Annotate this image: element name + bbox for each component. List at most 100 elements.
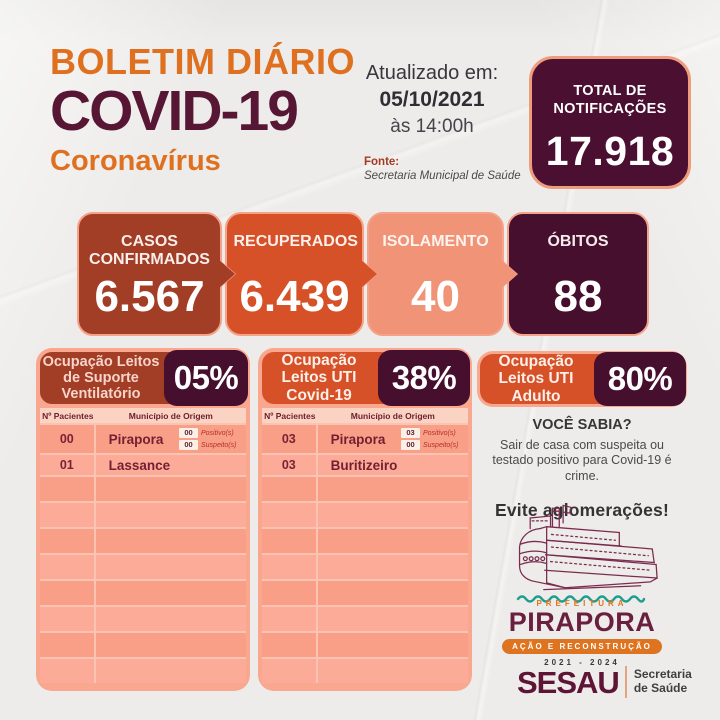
stat-value: 40 xyxy=(411,272,460,321)
stat-card-obitos: ÓBITOS 88 xyxy=(507,212,649,336)
case-breakdown: 03 Positivo(s) 00 Suspeito(s) xyxy=(401,428,463,452)
suspeitos-label: Suspeito(s) xyxy=(201,441,237,449)
covid-title: COVID-19 xyxy=(50,79,299,143)
table-row-empty xyxy=(40,579,246,605)
stat-value: 6.567 xyxy=(94,272,205,321)
panel-header: Ocupação Leitos UTI Adulto 80% xyxy=(480,352,686,406)
panel-uti-covid: Ocupação Leitos UTI Covid-19 38% Nº Paci… xyxy=(258,348,472,691)
total-notifications-card: TOTAL DE NOTIFICAÇÕES 17.918 xyxy=(529,56,691,189)
case-breakdown: 00 Positivo(s) 00 Suspeito(s) xyxy=(179,428,241,452)
panel-title: Ocupação Leitos de Suporte Ventilatório xyxy=(42,353,160,403)
suspeitos-count: 00 xyxy=(179,440,198,450)
did-you-know-text: Sair de casa com suspeita ou testado pos… xyxy=(477,438,687,484)
source-label: Fonte: xyxy=(364,156,400,168)
sesau-subtitle-line2: de Saúde xyxy=(633,681,688,695)
table-header: Nº Pacientes Município de Origem xyxy=(40,408,246,423)
occupancy-percent-badge: 38% xyxy=(378,350,470,406)
updated-date: 05/10/2021 xyxy=(379,88,485,111)
positivos-count: 00 xyxy=(179,428,198,438)
stat-label: ÓBITOS xyxy=(547,233,609,250)
avoid-crowds-warning: Evite aglomerações! xyxy=(494,499,669,520)
updated-time: às 14:00h xyxy=(390,116,474,137)
did-you-know-line1: Sair de casa com suspeita ou xyxy=(500,438,664,452)
col-header-pacientes: Nº Pacientes xyxy=(264,410,316,421)
col-header-municipio: Município de Origem xyxy=(350,410,435,421)
title-block: BOLETIM DIÁRIO COVID-19 Coronavírus xyxy=(50,44,355,176)
table-row: 03 Pirapora 03 Positivo(s) 00 Suspeito(s… xyxy=(262,423,468,453)
table-row-empty xyxy=(262,475,468,501)
panel-header: Ocupação Leitos UTI Covid-19 38% xyxy=(262,350,470,406)
positivos-row: 00 Positivo(s) xyxy=(179,428,241,438)
sesau-logo: SESAU Secretaria de Saúde xyxy=(517,666,692,698)
table-row-empty xyxy=(40,605,246,631)
cell-municipio: Pirapora xyxy=(330,431,386,447)
total-notifications-label: TOTAL DE NOTIFICAÇÕES xyxy=(553,83,667,118)
table-row: 03 Buritizeiro xyxy=(262,453,468,475)
cell-n-pacientes: 03 xyxy=(262,425,318,453)
occupancy-percent-badge: 80% xyxy=(594,352,686,406)
suspeitos-label: Suspeito(s) xyxy=(423,441,459,449)
stat-card-isolamento: ISOLAMENTO 40 xyxy=(367,212,504,336)
did-you-know-heading: VOCÊ SABIA? xyxy=(532,417,632,433)
positivos-label: Positivo(s) xyxy=(201,429,234,437)
table-row-empty xyxy=(40,475,246,501)
patients-table: Nº Pacientes Município de Origem 00 Pira… xyxy=(40,408,246,683)
table-row-empty xyxy=(262,631,468,657)
panel-title: Ocupação Leitos UTI Covid-19 xyxy=(281,351,357,404)
table-row: 00 Pirapora 00 Positivo(s) 00 Suspeito(s… xyxy=(40,423,246,453)
stat-card-recuperados: RECUPERADOS 6.439 xyxy=(225,212,364,336)
sesau-wordmark: SESAU xyxy=(517,664,620,700)
source-value: Secretaria Municipal de Saúde xyxy=(364,170,521,183)
update-info: Atualizado em: 05/10/2021 às 14:00h Font… xyxy=(352,62,521,184)
sesau-subtitle-line1: Secretaria xyxy=(633,667,692,682)
table-row-empty xyxy=(40,631,246,657)
cell-n-pacientes: 00 xyxy=(40,425,96,453)
stats-row: CASOS CONFIRMADOS 6.567 RECUPERADOS 6.43… xyxy=(77,212,652,336)
logo-divider xyxy=(624,666,627,698)
col-header-pacientes: Nº Pacientes xyxy=(42,410,94,421)
table-row-empty xyxy=(262,579,468,605)
cell-municipio: Lassance xyxy=(108,457,171,473)
stat-value: 6.439 xyxy=(239,272,350,321)
table-row-empty xyxy=(40,501,246,527)
table-row-empty xyxy=(40,553,246,579)
col-header-municipio: Município de Origem xyxy=(128,410,213,421)
table-row-empty xyxy=(262,605,468,631)
positivos-row: 03 Positivo(s) xyxy=(401,428,463,438)
pirapora-wordmark: PIRAPORA xyxy=(508,607,656,637)
panel-title: Ocupação Leitos UTI Adulto xyxy=(498,352,574,405)
cell-municipio: Pirapora xyxy=(108,431,164,447)
suspeitos-count: 00 xyxy=(401,440,420,450)
panel-uti-adulto: Ocupação Leitos UTI Adulto 80% xyxy=(477,351,687,407)
stat-label: RECUPERADOS xyxy=(233,233,358,250)
sesau-subtitle: Secretaria de Saúde xyxy=(633,667,692,696)
suspeitos-row: 00 Suspeito(s) xyxy=(179,440,241,450)
table-row-empty xyxy=(40,527,246,553)
water-wave-icon xyxy=(516,591,646,603)
cell-n-pacientes: 01 xyxy=(40,455,96,475)
riverboat-illustration xyxy=(505,502,660,594)
info-block: VOCÊ SABIA? Sair de casa com suspeita ou… xyxy=(477,417,687,521)
panel-suporte-ventilatorio: Ocupação Leitos de Suporte Ventilatório … xyxy=(36,348,250,691)
stat-value: 88 xyxy=(553,272,603,321)
positivos-count: 03 xyxy=(401,428,420,438)
stat-label: ISOLAMENTO xyxy=(382,233,489,250)
slogan-pill: AÇÃO E RECONSTRUÇÃO xyxy=(502,639,662,654)
prefeitura-label: PREFEITURA xyxy=(536,599,628,608)
table-row-empty xyxy=(262,553,468,579)
cell-n-pacientes: 03 xyxy=(262,455,318,475)
did-you-know-line2: testado positivo para Covid-19 é crime. xyxy=(492,453,672,483)
positivos-label: Positivo(s) xyxy=(423,429,456,437)
table-row-empty xyxy=(262,657,468,683)
table-row-empty xyxy=(262,501,468,527)
updated-label: Atualizado em: xyxy=(365,62,499,84)
pirapora-logo: PREFEITURA PIRAPORA AÇÃO E RECONSTRUÇÃO … xyxy=(477,599,687,667)
table-row-empty xyxy=(262,527,468,553)
table-row-empty xyxy=(40,657,246,683)
panel-header: Ocupação Leitos de Suporte Ventilatório … xyxy=(40,350,248,406)
cell-municipio: Buritizeiro xyxy=(330,457,398,473)
stat-card-casos-confirmados: CASOS CONFIRMADOS 6.567 xyxy=(77,212,222,336)
total-notifications-value: 17.918 xyxy=(545,128,675,175)
table-header: Nº Pacientes Município de Origem xyxy=(262,408,468,423)
